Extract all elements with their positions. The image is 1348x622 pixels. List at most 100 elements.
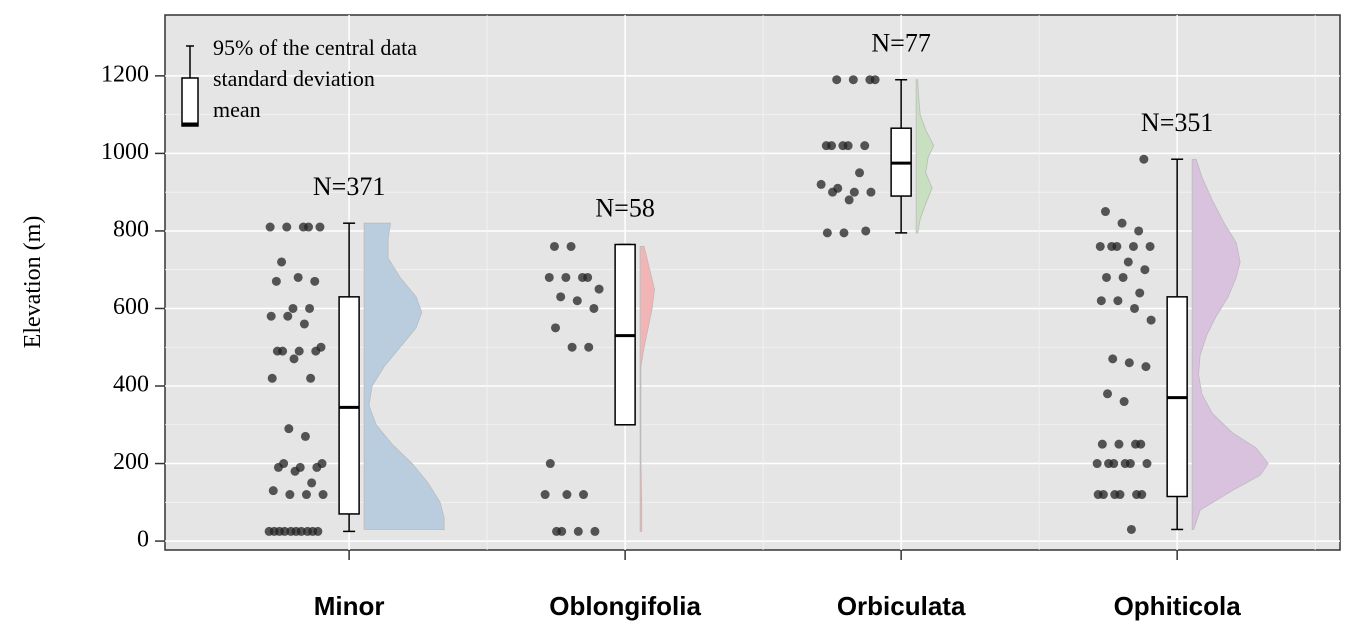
point bbox=[855, 168, 865, 178]
x-tick-label: Oblongifolia bbox=[549, 591, 701, 621]
legend: 95% of the central data standard deviati… bbox=[181, 35, 417, 127]
n-label: N=77 bbox=[871, 29, 930, 58]
point bbox=[594, 284, 604, 294]
y-tick-label: 1200 bbox=[101, 61, 149, 87]
point bbox=[278, 346, 288, 356]
point bbox=[1119, 397, 1129, 407]
y-tick-label: 800 bbox=[113, 216, 149, 242]
point bbox=[307, 478, 317, 488]
point bbox=[1098, 490, 1108, 500]
point bbox=[544, 272, 554, 282]
density bbox=[915, 79, 935, 234]
point bbox=[1145, 241, 1155, 251]
point bbox=[299, 319, 309, 329]
point bbox=[296, 526, 306, 536]
point bbox=[295, 462, 305, 472]
point bbox=[1146, 315, 1156, 325]
density bbox=[363, 222, 445, 530]
legend-label: 95% of the central data bbox=[213, 35, 417, 60]
x-tick-label: Orbiculata bbox=[837, 591, 966, 621]
legend-label: mean bbox=[213, 97, 261, 122]
point bbox=[562, 490, 572, 500]
point bbox=[310, 276, 320, 286]
point bbox=[827, 141, 837, 151]
point bbox=[589, 303, 599, 313]
point bbox=[289, 354, 299, 364]
point bbox=[822, 228, 832, 238]
point bbox=[288, 303, 298, 313]
legend-box bbox=[181, 77, 199, 127]
point bbox=[545, 459, 555, 469]
y-tick-label: 200 bbox=[113, 449, 149, 475]
point bbox=[279, 459, 289, 469]
point bbox=[282, 222, 292, 232]
point bbox=[317, 459, 327, 469]
point bbox=[305, 303, 315, 313]
point bbox=[1126, 524, 1136, 534]
point bbox=[567, 342, 577, 352]
box bbox=[338, 296, 360, 515]
x-tick-label: Minor bbox=[314, 591, 385, 621]
point bbox=[1139, 154, 1149, 164]
point bbox=[1101, 272, 1111, 282]
point bbox=[1142, 459, 1152, 469]
n-label: N=58 bbox=[595, 194, 654, 223]
point bbox=[816, 179, 826, 189]
point bbox=[556, 292, 566, 302]
point bbox=[583, 272, 593, 282]
point bbox=[1108, 354, 1118, 364]
y-tick-label: 1000 bbox=[101, 139, 149, 165]
point bbox=[1114, 439, 1124, 449]
point bbox=[860, 141, 870, 151]
point bbox=[306, 373, 316, 383]
y-tick-label: 400 bbox=[113, 372, 149, 398]
point bbox=[294, 346, 304, 356]
point bbox=[573, 526, 583, 536]
point bbox=[1092, 459, 1102, 469]
point bbox=[1124, 358, 1134, 368]
point bbox=[315, 222, 325, 232]
point bbox=[584, 342, 594, 352]
point bbox=[1117, 218, 1127, 228]
point bbox=[1100, 207, 1110, 217]
point bbox=[561, 272, 571, 282]
point bbox=[540, 490, 550, 500]
point bbox=[313, 526, 323, 536]
point bbox=[316, 342, 326, 352]
legend-label: standard deviation bbox=[213, 66, 375, 91]
point bbox=[870, 75, 880, 85]
point bbox=[280, 526, 290, 536]
marks bbox=[264, 75, 1269, 536]
point bbox=[839, 228, 849, 238]
point bbox=[1109, 459, 1119, 469]
point bbox=[1112, 241, 1122, 251]
point bbox=[1103, 389, 1113, 399]
grid bbox=[165, 15, 1340, 550]
point bbox=[579, 490, 589, 500]
point bbox=[293, 272, 303, 282]
point bbox=[1137, 490, 1147, 500]
point bbox=[848, 75, 858, 85]
point bbox=[843, 141, 853, 151]
point bbox=[1095, 241, 1105, 251]
n-label: N=371 bbox=[313, 172, 385, 201]
point bbox=[300, 431, 310, 441]
point bbox=[866, 187, 876, 197]
point bbox=[1140, 265, 1150, 275]
point bbox=[1130, 303, 1140, 313]
point bbox=[550, 323, 560, 333]
n-label: N=351 bbox=[1141, 108, 1213, 137]
point bbox=[549, 241, 559, 251]
density bbox=[639, 246, 655, 532]
point bbox=[1134, 226, 1144, 236]
point bbox=[849, 187, 859, 197]
point bbox=[283, 311, 293, 321]
point bbox=[566, 241, 576, 251]
point bbox=[1123, 257, 1133, 267]
point bbox=[1141, 362, 1151, 372]
point bbox=[1113, 296, 1123, 306]
point bbox=[268, 486, 278, 496]
point bbox=[304, 222, 314, 232]
point bbox=[1128, 241, 1138, 251]
